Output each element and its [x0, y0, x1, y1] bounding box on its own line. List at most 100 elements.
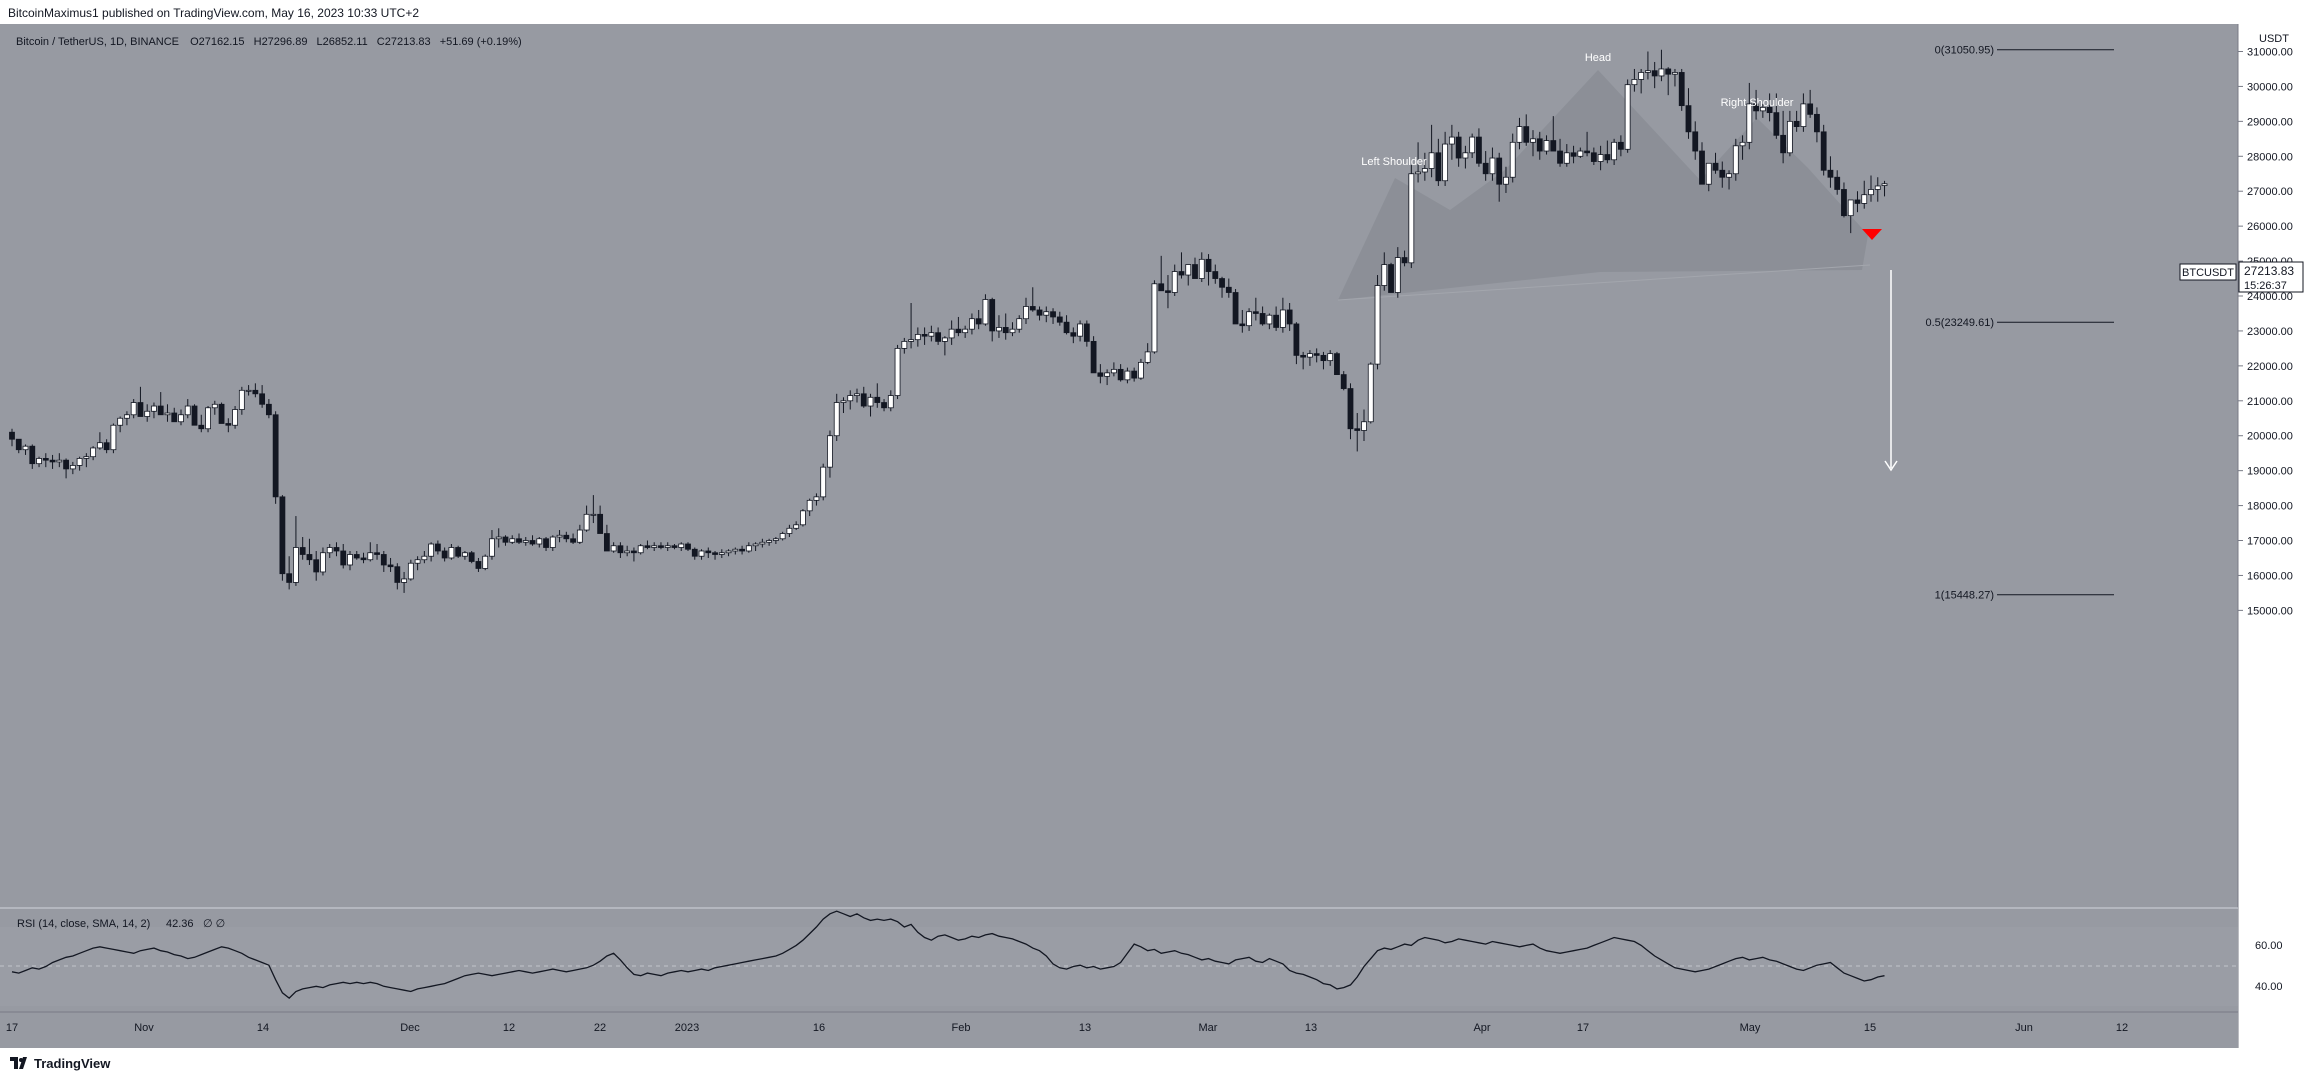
candle-body — [1651, 70, 1658, 77]
candle-body — [556, 534, 563, 538]
candle-body — [428, 543, 435, 557]
candle-body — [475, 561, 482, 569]
candle-body — [975, 318, 982, 325]
left-shoulder-label: Left Shoulder — [1361, 156, 1427, 168]
right-shoulder-label: Right Shoulder — [1721, 97, 1794, 109]
candle-body — [1320, 354, 1327, 362]
candle-body — [380, 554, 387, 566]
rsi-band — [0, 927, 2238, 1006]
candle-body — [1874, 185, 1881, 190]
candle-body — [1138, 361, 1144, 379]
candle-body — [1374, 285, 1381, 365]
rsi-indicator: RSI (14, close, SMA, 14, 2) 42.36 ∅ ∅ 60… — [0, 910, 2283, 1006]
candle-body — [353, 554, 360, 559]
candle-body — [1259, 313, 1266, 325]
candle-body — [1665, 68, 1672, 75]
candle-body — [1070, 332, 1077, 337]
candle-body — [928, 332, 935, 337]
publisher-bar: BitcoinMaximus1 published on TradingView… — [0, 0, 2314, 24]
candle-body — [198, 424, 205, 430]
candle-body — [1448, 136, 1455, 145]
candle-body — [56, 459, 63, 463]
open-label: O — [190, 36, 199, 48]
candle-body — [489, 538, 495, 557]
candle-body — [1171, 271, 1178, 293]
candle-body — [948, 328, 955, 339]
time-tick-label: 17 — [1577, 1022, 1589, 1034]
time-axis-background — [0, 1012, 2238, 1048]
candle-body — [1327, 353, 1334, 362]
footer: TradingView — [0, 1048, 2314, 1079]
candle-body — [1624, 84, 1631, 150]
candle-body — [29, 445, 36, 465]
candle-body — [1645, 70, 1651, 73]
last-price-marker: BTCUSDT 27213.83 15:26:37 — [2179, 261, 2304, 293]
candle-body — [83, 456, 90, 459]
candle-body — [178, 414, 184, 423]
candle-body — [874, 396, 881, 403]
candle-body — [590, 513, 597, 516]
price-tick-label: 16000.00 — [2247, 570, 2293, 582]
candle-body — [664, 545, 671, 548]
candle-body — [1212, 271, 1219, 279]
candle-body — [1807, 103, 1814, 115]
time-tick-label: May — [1740, 1022, 1761, 1034]
candle-body — [340, 550, 347, 566]
price-tick-label: 26000.00 — [2247, 221, 2293, 233]
candle-body — [401, 578, 407, 583]
svg-text:Bitcoin / TetherUS, 1D, BINANC: Bitcoin / TetherUS, 1D, BINANCE O27162.1… — [16, 36, 522, 48]
candle-body — [394, 566, 401, 583]
time-tick-label: 22 — [594, 1022, 606, 1034]
candle-body — [840, 400, 847, 403]
candle-body — [495, 536, 502, 540]
candle-body — [739, 548, 745, 552]
candle-body — [1043, 311, 1050, 316]
candle-body — [881, 402, 887, 409]
candle-body — [1063, 321, 1070, 334]
candle-body — [1394, 257, 1401, 293]
candle-body — [1347, 388, 1354, 430]
candle-body — [637, 545, 644, 554]
candle-body — [1726, 173, 1732, 178]
candle-body — [1307, 353, 1313, 358]
candle-body — [252, 389, 259, 395]
candle-body — [610, 545, 617, 552]
candle-body — [1313, 353, 1320, 356]
candlestick-series — [9, 49, 1888, 593]
price-tick-label: 30000.00 — [2247, 81, 2293, 93]
candle-body — [522, 540, 529, 543]
candle-body — [347, 554, 353, 566]
candle-body — [1354, 428, 1361, 431]
candle-body — [982, 299, 989, 325]
candle-body — [536, 538, 543, 545]
candle-body — [1293, 323, 1300, 356]
candle-body — [745, 545, 752, 552]
candle-body — [1577, 150, 1584, 157]
candle-body — [1151, 283, 1158, 353]
candle-body — [1469, 136, 1476, 154]
time-tick-label: 13 — [1305, 1022, 1317, 1034]
candle-body — [333, 547, 340, 552]
time-tick-label: Mar — [1199, 1022, 1218, 1034]
candle-body — [306, 554, 313, 561]
candle-body — [1239, 323, 1246, 327]
footer-brand[interactable]: TradingView — [34, 1056, 111, 1071]
candle-body — [22, 445, 29, 451]
candle-body — [462, 552, 468, 557]
candle-body — [549, 536, 556, 548]
close-value: 27213.83 — [385, 36, 431, 48]
candle-body — [1584, 150, 1590, 154]
candle-body — [421, 555, 428, 561]
price-tick-label: 28000.00 — [2247, 151, 2293, 163]
countdown-timer: 15:26:37 — [2244, 280, 2287, 292]
candle-body — [1861, 194, 1868, 204]
tradingview-logo-icon[interactable] — [10, 1057, 30, 1069]
candle-body — [448, 547, 455, 559]
candle-body — [1773, 112, 1780, 136]
candle-body — [245, 389, 252, 392]
candle-body — [1597, 154, 1604, 162]
candle-body — [752, 543, 759, 547]
candle-body — [1509, 141, 1516, 178]
candle-body — [110, 424, 117, 451]
